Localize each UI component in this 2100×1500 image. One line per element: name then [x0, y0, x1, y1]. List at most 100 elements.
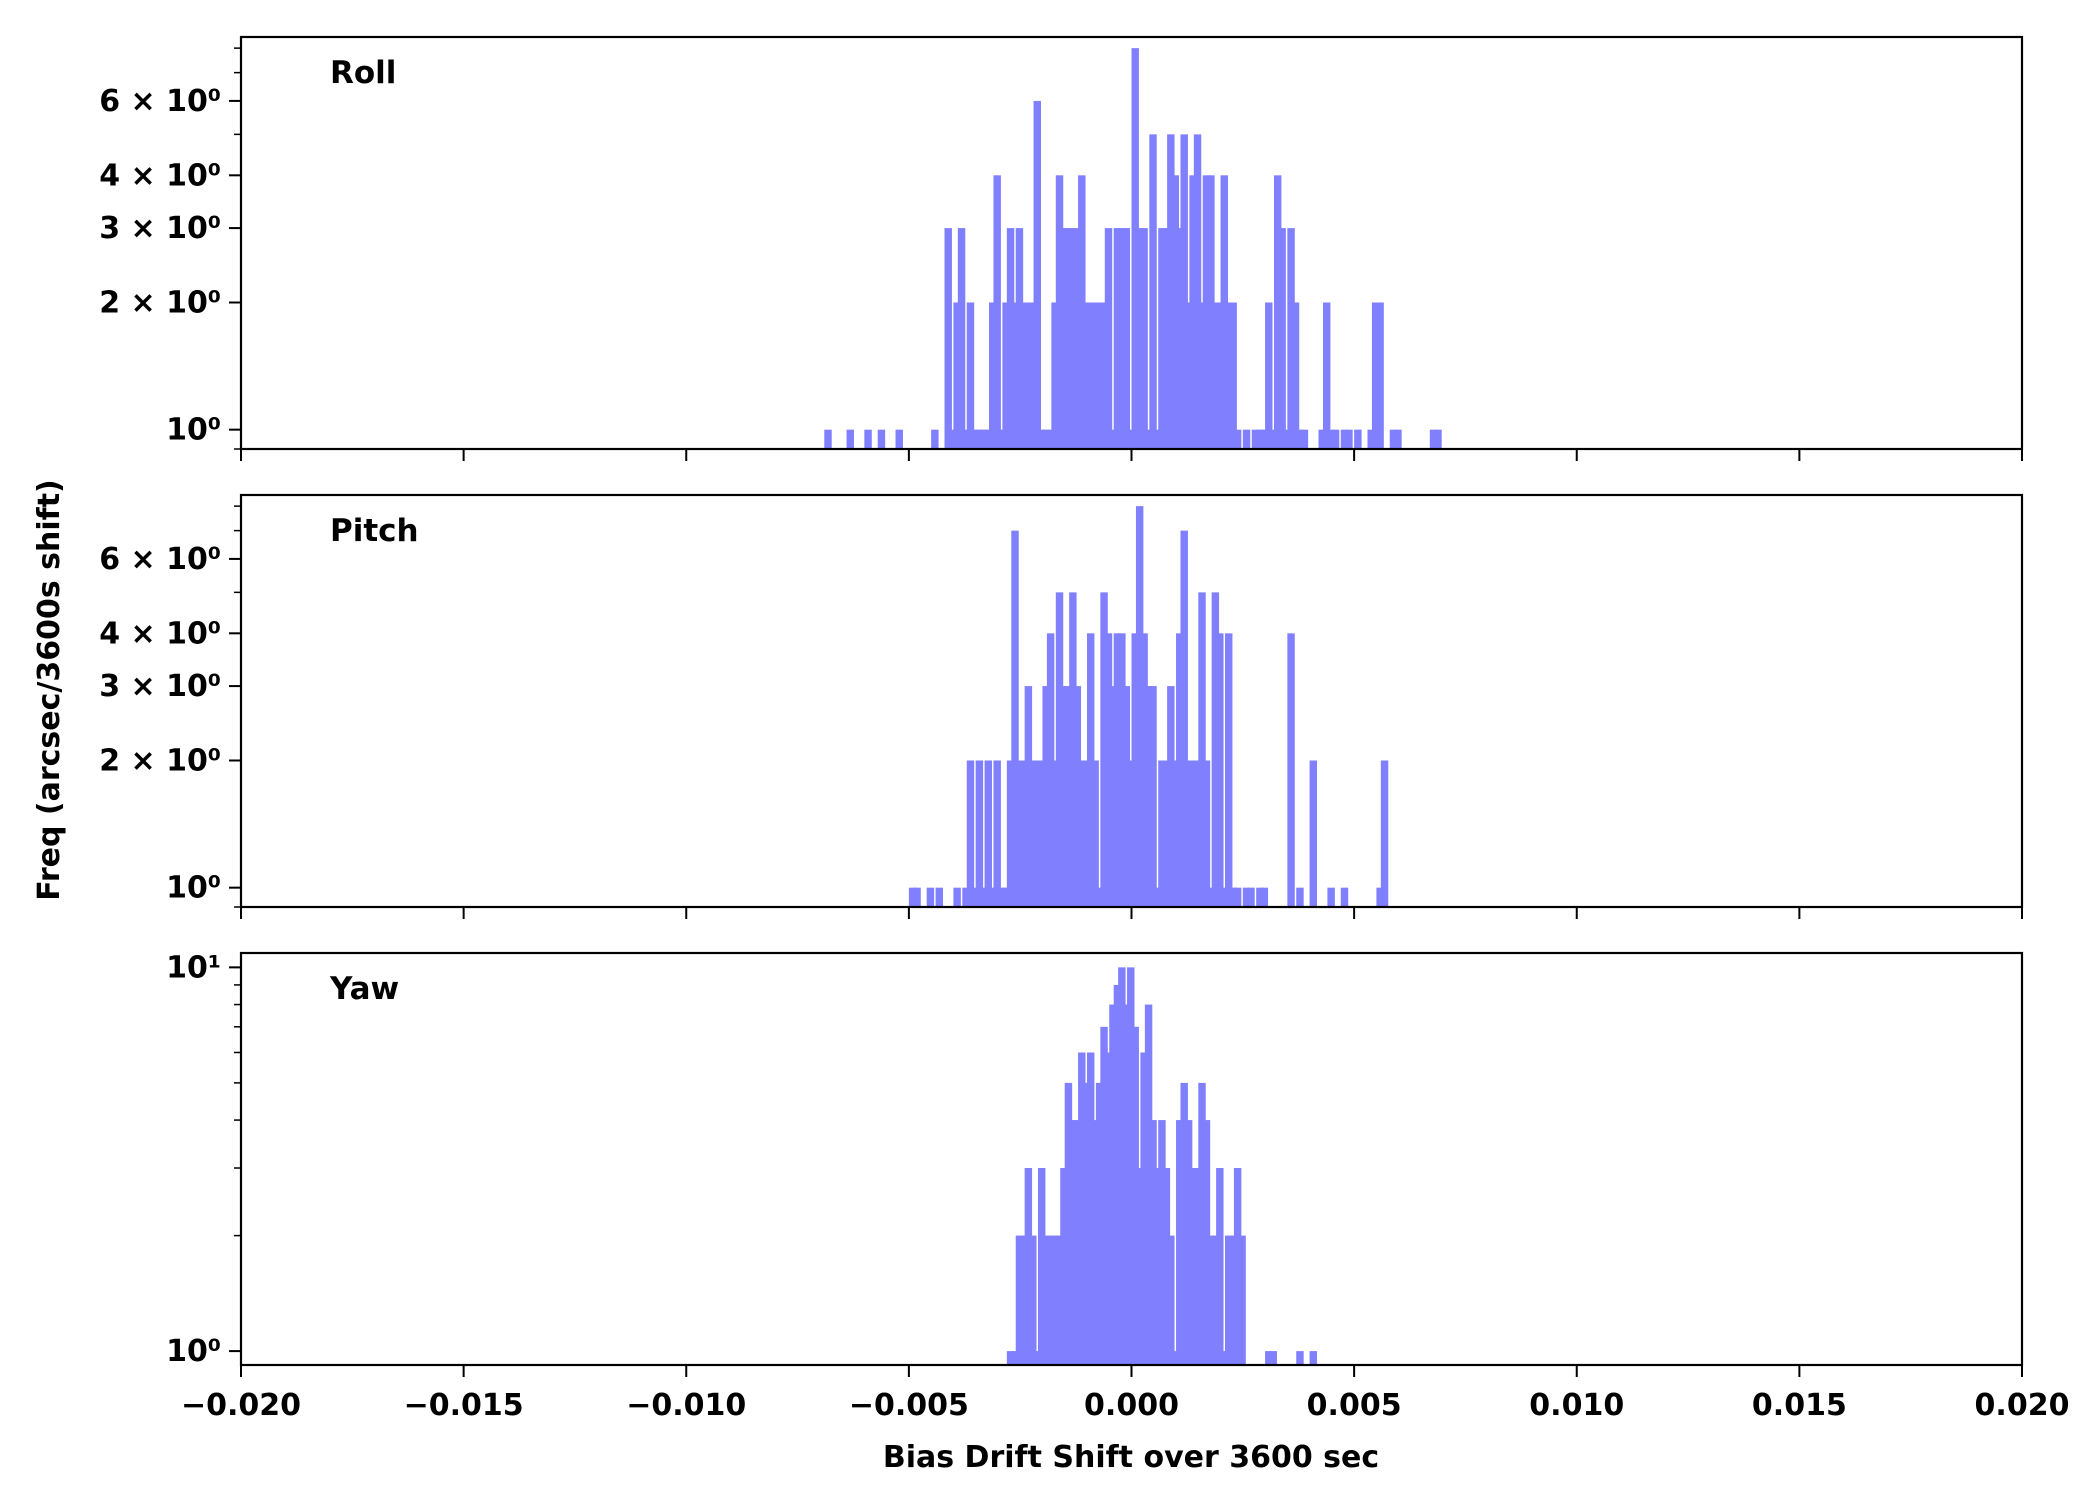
histogram-bar: [989, 887, 997, 907]
histogram-bar: [1282, 429, 1291, 449]
histogram-bar: [1131, 1026, 1139, 1365]
histogram-bar: [1167, 686, 1175, 907]
histogram-bar: [1202, 1120, 1211, 1365]
histogram-bar: [1020, 760, 1028, 907]
histogram-bar: [1006, 228, 1015, 449]
histogram-bar: [1202, 175, 1211, 449]
histogram-bar: [1011, 1351, 1019, 1365]
histogram-bar: [1064, 228, 1073, 449]
bars-roll: [824, 48, 1442, 450]
histogram-bar: [997, 887, 1006, 907]
histogram-bar: [1135, 506, 1144, 907]
histogram-bar: [1296, 887, 1304, 907]
histogram-bar: [1265, 1351, 1273, 1365]
histogram-bar: [1233, 429, 1242, 449]
histogram-bar: [1260, 429, 1269, 449]
histogram-bar: [1033, 760, 1041, 907]
x-tick-label: 0.020: [1975, 1388, 2070, 1423]
histogram-bar: [1193, 760, 1202, 907]
bars-pitch: [908, 506, 1389, 907]
histogram-bar: [1198, 1082, 1206, 1365]
histogram-bar: [1104, 633, 1113, 907]
histogram-bar: [1345, 429, 1353, 449]
histogram-bar: [1220, 887, 1228, 907]
histogram-bar: [1162, 1168, 1171, 1365]
histogram-bar: [1015, 228, 1024, 449]
histogram-bar: [1153, 429, 1162, 449]
histogram-bar: [1251, 429, 1260, 449]
histogram-bar: [1082, 760, 1090, 907]
histogram-bar: [1198, 592, 1206, 907]
histogram-bar: [1180, 1082, 1188, 1365]
histogram-bar: [1127, 429, 1135, 449]
plot-frame: [239, 35, 2024, 451]
histogram-bar: [846, 429, 854, 449]
histogram-bar: [1051, 1235, 1059, 1365]
histogram-bar: [1153, 887, 1162, 907]
histogram-bar: [1069, 1120, 1077, 1365]
histogram-bar: [1029, 302, 1037, 449]
y-tick-label: 3 × 10⁰: [99, 211, 221, 246]
histogram-bar: [935, 887, 944, 907]
histogram-bar: [1060, 686, 1068, 907]
bars-yaw: [1006, 967, 1318, 1365]
histogram-bar: [1060, 228, 1068, 449]
histogram-bar: [1135, 228, 1144, 449]
histogram-bar: [1011, 302, 1019, 449]
histogram-bar: [1354, 429, 1362, 449]
histogram-bar: [1100, 302, 1108, 449]
histogram-bar: [1309, 760, 1318, 907]
histogram-bar: [1296, 1351, 1304, 1365]
histogram-bar: [913, 887, 921, 907]
histogram-bar: [1189, 175, 1197, 449]
histogram-bar: [1122, 228, 1131, 449]
histogram-bar: [926, 887, 935, 907]
histogram-bar: [1024, 1168, 1033, 1365]
histogram-bar: [997, 429, 1006, 449]
histogram-bar: [1086, 633, 1095, 907]
histogram-bar: [1051, 302, 1059, 449]
histogram-bar: [1046, 1235, 1055, 1365]
histogram-bar: [1100, 1026, 1108, 1365]
histogram-bar: [908, 887, 917, 907]
panels-group: 10⁰ 2 × 10⁰ 3 × 10⁰ 4 × 10⁰ 6 × 10⁰ Roll 10⁰ 2 …: [99, 35, 2069, 1423]
histogram-bar: [1118, 633, 1126, 907]
histogram-bar: [962, 887, 970, 907]
histogram-bar: [1140, 1052, 1148, 1365]
histogram-bar: [1131, 633, 1139, 907]
histogram-bar: [1095, 302, 1104, 449]
histogram-bar: [1225, 302, 1233, 449]
histogram-bar: [1011, 530, 1019, 907]
histogram-bar: [1265, 302, 1273, 449]
histogram-bar: [1233, 1168, 1242, 1365]
histogram-bar: [1029, 1235, 1037, 1365]
histogram-bar: [1113, 984, 1122, 1365]
histogram-bar: [980, 429, 988, 449]
histogram-bar: [1207, 1235, 1215, 1365]
histogram-bar: [1242, 887, 1251, 907]
histogram-bar: [1434, 429, 1442, 449]
y-tick-label: 2 × 10⁰: [99, 285, 221, 320]
histogram-bar: [1113, 228, 1122, 449]
histogram-bar: [1100, 592, 1108, 907]
panel-roll: 10⁰ 2 × 10⁰ 3 × 10⁰ 4 × 10⁰ 6 × 10⁰ Roll: [99, 35, 2024, 461]
histogram-bar: [1256, 887, 1264, 907]
y-tick-label: 10⁰: [166, 1334, 221, 1369]
histogram-bar: [1006, 760, 1015, 907]
histogram-bar: [1069, 592, 1077, 907]
histogram-bar: [1291, 302, 1300, 449]
histogram-bar: [1109, 429, 1117, 449]
x-tick-label: −0.010: [626, 1388, 746, 1423]
histogram-bar: [1300, 429, 1309, 449]
panel-yaw: 10⁰ 10¹ −0.020 −0.015 −0.010 −0.005 0.000 0.005…: [166, 950, 2069, 1423]
histogram-bar: [1015, 1235, 1024, 1365]
histogram-bar: [1015, 760, 1024, 907]
x-tick-label: 0.000: [1084, 1388, 1179, 1423]
y-tick-label: 6 × 10⁰: [99, 542, 221, 577]
panel-title: Pitch: [330, 513, 419, 549]
histogram-bar: [966, 760, 975, 907]
histogram-bar: [1122, 1004, 1131, 1365]
histogram-bar: [1331, 429, 1340, 449]
histogram-bar: [984, 760, 993, 907]
histogram-bar: [993, 175, 1001, 449]
